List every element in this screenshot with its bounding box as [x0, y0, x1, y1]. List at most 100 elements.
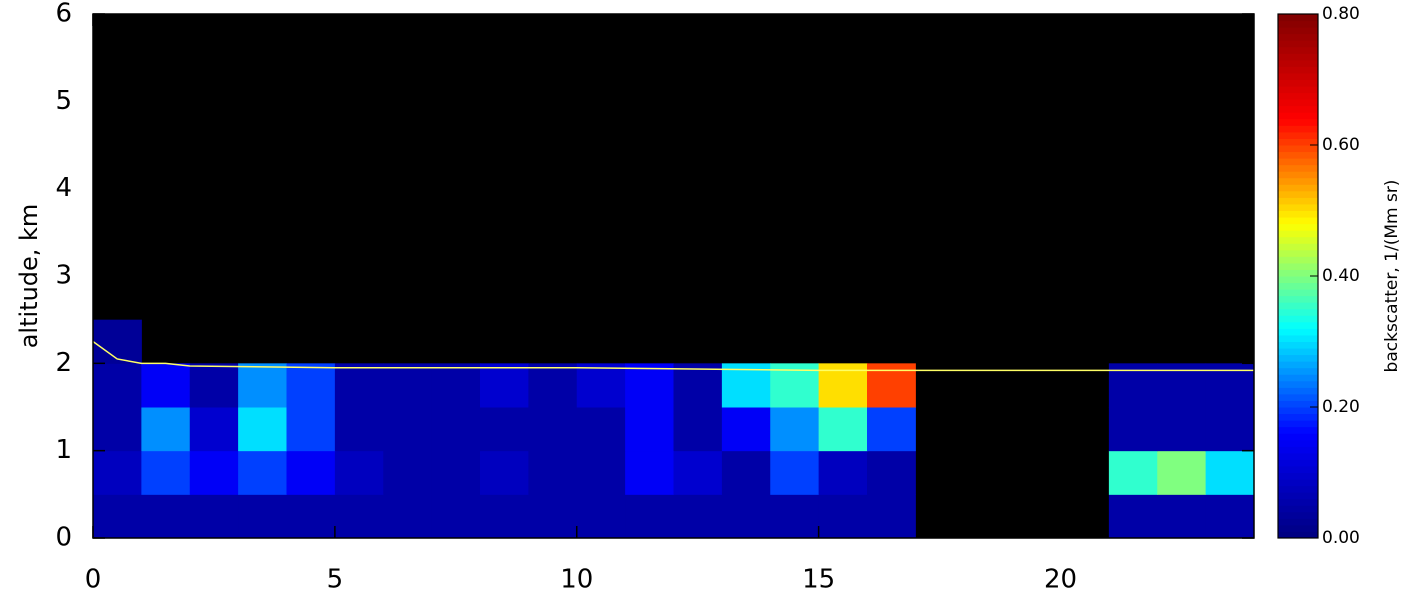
colorbar-step: [1278, 203, 1318, 211]
colorbar-step: [1278, 158, 1318, 166]
colorbar-step: [1278, 308, 1318, 316]
colorbar-step: [1278, 289, 1318, 297]
colorbar-step: [1278, 151, 1318, 159]
heat-cell: [867, 407, 916, 452]
heat-cell: [673, 494, 723, 539]
heat-cell: [1205, 494, 1255, 539]
colorbar-step: [1278, 315, 1318, 323]
colorbar-tick-label: 0.40: [1322, 266, 1360, 286]
heat-cell: [480, 494, 529, 539]
heat-cell: [286, 363, 336, 408]
colorbar-step: [1278, 485, 1318, 493]
colorbar-step: [1278, 125, 1318, 133]
y-tick-label: 5: [55, 86, 72, 116]
colorbar-step: [1278, 433, 1318, 441]
colorbar-step: [1278, 407, 1318, 415]
x-tick-label: 15: [802, 565, 835, 595]
heat-cell: [480, 450, 529, 495]
heat-cell: [867, 450, 916, 495]
x-tick-label: 20: [1044, 565, 1077, 595]
heat-cell: [1205, 450, 1255, 495]
heat-cell: [189, 494, 239, 539]
x-tick-label: 0: [85, 565, 102, 595]
heat-cell: [1157, 407, 1207, 452]
colorbar-step: [1278, 27, 1318, 35]
colorbar-step: [1278, 197, 1318, 205]
colorbar-step: [1278, 269, 1318, 277]
heat-cell: [93, 494, 142, 539]
colorbar-step: [1278, 518, 1318, 526]
colorbar-step: [1278, 217, 1318, 225]
heat-cell: [673, 363, 723, 408]
colorbar-step: [1278, 243, 1318, 251]
y-tick-label: 6: [55, 0, 72, 29]
heat-cell: [528, 494, 578, 539]
colorbar-step: [1278, 321, 1318, 329]
heat-cell: [189, 407, 239, 452]
colorbar-step: [1278, 276, 1318, 284]
colorbar-step: [1278, 492, 1318, 500]
heat-cell: [721, 407, 771, 452]
heat-cell: [334, 363, 384, 408]
colorbar-step: [1278, 348, 1318, 356]
y-tick-label: 1: [55, 435, 72, 465]
heat-cell: [625, 450, 674, 495]
colorbar-step: [1278, 361, 1318, 369]
colorbar-step: [1278, 413, 1318, 421]
colorbar-step: [1278, 190, 1318, 198]
heat-cell: [1108, 407, 1158, 452]
heat-cell: [528, 363, 578, 408]
heat-cell: [334, 450, 384, 495]
colorbar-step: [1278, 446, 1318, 454]
colorbar-step: [1278, 210, 1318, 218]
heat-cell: [383, 450, 433, 495]
colorbar-step: [1278, 20, 1318, 28]
colorbar-step: [1278, 374, 1318, 382]
heat-cell: [383, 363, 433, 408]
colorbar-step: [1278, 230, 1318, 238]
heat-cell: [770, 407, 820, 452]
y-tick-label: 3: [55, 261, 72, 291]
heat-cell: [238, 363, 287, 408]
colorbar-step: [1278, 334, 1318, 342]
heat-cell: [1157, 494, 1207, 539]
heat-cell: [721, 494, 771, 539]
colorbar-step: [1278, 465, 1318, 473]
colorbar-step: [1278, 33, 1318, 41]
colorbar-step: [1278, 282, 1318, 290]
heat-cell: [480, 407, 529, 452]
heat-cell: [286, 450, 336, 495]
heat-cell: [673, 450, 723, 495]
x-tick-label: 10: [560, 565, 593, 595]
colorbar-step: [1278, 66, 1318, 74]
colorbar-step: [1278, 328, 1318, 336]
heat-cell: [93, 407, 142, 452]
colorbar-step: [1278, 46, 1318, 54]
colorbar-step: [1278, 171, 1318, 179]
heat-cell: [141, 407, 191, 452]
heat-cell: [818, 407, 868, 452]
heat-cell: [528, 450, 578, 495]
colorbar-step: [1278, 223, 1318, 231]
colorbar-step: [1278, 145, 1318, 153]
colorbar-step: [1278, 498, 1318, 506]
colorbar-label: backscatter, 1/(Mm sr): [1382, 180, 1402, 373]
colorbar-step: [1278, 367, 1318, 375]
heat-cell: [528, 407, 578, 452]
colorbar-step: [1278, 393, 1318, 401]
colorbar-tick-label: 0.80: [1322, 4, 1360, 24]
colorbar-step: [1278, 53, 1318, 61]
heat-cell: [431, 363, 481, 408]
heat-cell: [576, 494, 626, 539]
y-tick-label: 2: [55, 348, 72, 378]
colorbar-step: [1278, 164, 1318, 172]
colorbar-step: [1278, 472, 1318, 480]
heat-cell: [1108, 450, 1158, 495]
heat-cell: [238, 450, 287, 495]
colorbar-step: [1278, 92, 1318, 100]
colorbar-step: [1278, 524, 1318, 532]
heat-cell: [238, 494, 287, 539]
heat-cell: [93, 450, 142, 495]
colorbar-step: [1278, 505, 1318, 513]
